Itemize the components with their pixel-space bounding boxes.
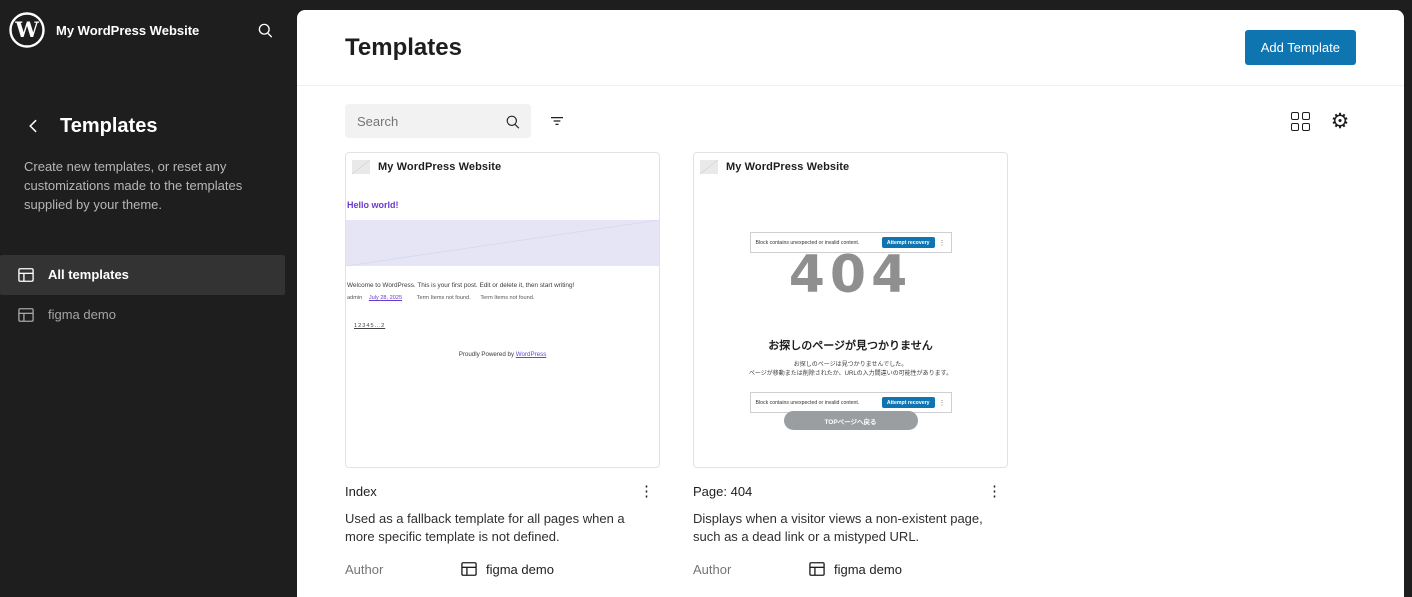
preview-post-title: Hello world! (347, 200, 399, 210)
preview-404-text: お探しのページは見つかりませんでした。 (793, 362, 908, 368)
template-icon (461, 562, 477, 577)
preview-site-header: My WordPress Website (352, 160, 501, 174)
author-row: Author figma demo (345, 559, 660, 579)
template-icon (16, 305, 36, 325)
search-icon (504, 113, 521, 130)
author-value: figma demo (807, 559, 902, 579)
sidebar-header: Templates (0, 108, 297, 144)
back-chevron-icon[interactable] (16, 108, 52, 144)
site-hub: W My WordPress Website (0, 0, 297, 60)
preview-404-heading: お探しのページが見つかりません (768, 340, 933, 352)
sidebar-description: Create new templates, or reset any custo… (24, 159, 243, 212)
sidebar-title: Templates (60, 114, 158, 137)
author-label: Author (345, 561, 384, 577)
kebab-menu-icon[interactable]: ⋮ (633, 482, 660, 501)
panel-header: Templates Add Template (297, 10, 1404, 86)
empty-grid-cell (1041, 152, 1356, 579)
preview-footer-credit: Proudly Powered by WordPress (458, 351, 547, 358)
toolbar: ⚙ (297, 86, 1404, 152)
preview-excerpt: Welcome to WordPress. This is your first… (347, 282, 575, 289)
template-icon (16, 265, 36, 285)
template-icon (809, 562, 825, 577)
preview-featured-image-band (346, 220, 659, 266)
index-template-preview[interactable]: My WordPress Website Hello world! Welcom… (345, 152, 660, 468)
preview-404-number: 404 (788, 245, 913, 305)
site-logo-placeholder-icon (352, 160, 370, 174)
attempt-recovery-button[interactable]: Attempt recovery (881, 397, 935, 408)
author-value: figma demo (459, 559, 554, 579)
sidebar: W My WordPress Website Templates Create … (0, 0, 297, 597)
block-error-banner: Block contains unexpected or invalid con… (749, 392, 952, 413)
search-icon[interactable] (249, 14, 281, 46)
template-cards-grid: My WordPress Website Hello world! Welcom… (297, 152, 1404, 579)
card-description: Displays when a visitor views a non-exis… (693, 511, 983, 545)
gear-icon[interactable]: ⚙ (1324, 105, 1356, 137)
kebab-menu-icon[interactable]: ⋮ (981, 482, 1008, 501)
card-title-404[interactable]: Page: 404 (693, 484, 753, 499)
preview-wordpress-link: WordPress (515, 351, 547, 358)
preview-site-title: My WordPress Website (378, 161, 502, 173)
back-to-top-pill-button[interactable]: TOPページへ戻る (783, 411, 918, 430)
kebab-menu-icon: ⋮ (938, 239, 946, 247)
site-logo-placeholder-icon (700, 160, 718, 174)
author-row: Author figma demo (693, 559, 1008, 579)
template-card-404: My WordPress Website Block contains unex… (693, 152, 1008, 579)
card-description: Used as a fallback template for all page… (345, 511, 625, 545)
main-panel: Templates Add Template (297, 10, 1404, 597)
sidebar-item-label: All templates (48, 267, 129, 283)
card-title-index[interactable]: Index (345, 484, 377, 499)
add-template-button[interactable]: Add Template (1244, 30, 1356, 65)
404-template-preview[interactable]: My WordPress Website Block contains unex… (693, 152, 1008, 468)
search-box[interactable] (345, 104, 531, 138)
preview-site-header: My WordPress Website (700, 160, 849, 174)
attempt-recovery-button[interactable]: Attempt recovery (881, 237, 935, 248)
sidebar-item-all-templates[interactable]: All templates (0, 254, 285, 295)
block-error-banner: Block contains unexpected or invalid con… (749, 232, 952, 253)
author-label: Author (693, 561, 732, 577)
grid-view-icon[interactable] (1284, 105, 1316, 137)
preview-site-title: My WordPress Website (726, 161, 850, 173)
preview-date-link: July 28, 2025 (368, 295, 403, 301)
sidebar-item-figma-demo[interactable]: figma demo (0, 295, 285, 335)
wordpress-logo-icon[interactable]: W (8, 11, 46, 49)
kebab-menu-icon: ⋮ (938, 399, 946, 407)
preview-pagination: 12345…2 (354, 323, 386, 329)
template-card-index: My WordPress Website Hello world! Welcom… (345, 152, 660, 579)
preview-404-text: ページが移動または削除されたか、URLの入力間違いの可能性があります。 (748, 371, 953, 377)
page-title: Templates (345, 33, 462, 61)
sidebar-item-label: figma demo (48, 307, 116, 323)
search-input[interactable] (357, 113, 504, 129)
filter-icon[interactable] (541, 105, 573, 137)
site-title[interactable]: My WordPress Website (56, 22, 200, 38)
sidebar-menu: All templates figma demo (0, 254, 297, 335)
preview-post-meta: admin July 28, 2025 Term Items not found… (347, 295, 535, 301)
svg-text:W: W (14, 17, 39, 42)
